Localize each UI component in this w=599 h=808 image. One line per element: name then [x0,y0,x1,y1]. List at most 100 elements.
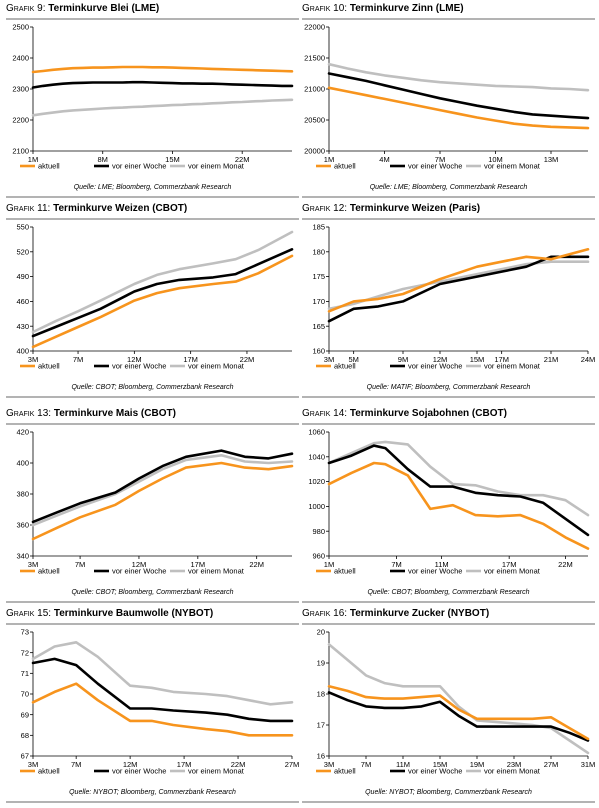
series-line-2 [31,449,294,524]
series-line-1 [31,254,294,349]
chart-panel: Grafik 15: Terminkurve Baumwolle (NYBOT)… [6,608,299,808]
chart-title-text: Terminkurve Blei (LME) [48,3,160,14]
x-tick-label: 12M [127,355,142,364]
series-line-1 [327,247,590,313]
y-tick-label: 73 [21,628,29,637]
y-tick-label: 550 [16,223,29,232]
chart-number: Grafik 13: [6,408,52,419]
legend-label: vor einer Woche [112,362,166,371]
x-tick-label: 12M [433,355,448,364]
x-tick-label: 11M [396,760,410,769]
series-line-1 [327,461,590,550]
y-tick-label: 16 [317,752,325,761]
x-tick-label: 1M [324,155,334,164]
legend-label: vor einem Monat [484,162,541,171]
series-line-2 [31,80,294,89]
y-tick-label: 160 [312,347,325,356]
legend-label: vor einer Woche [408,362,462,371]
legend-label: vor einem Monat [484,567,541,576]
x-tick-label: 12M [123,760,138,769]
title-divider [6,423,299,425]
chart-number: Grafik 9: [6,3,46,14]
x-tick-label: 15M [433,760,448,769]
source-note: Quelle: NYBOT; Bloomberg, Commerzbank Re… [365,789,532,796]
series-line-2 [327,691,590,742]
source-note: Quelle: NYBOT; Bloomberg, Commerzbank Re… [69,789,236,796]
legend-label: vor einem Monat [484,767,541,776]
x-tick-label: 5M [348,355,358,364]
x-tick-label: 7M [361,760,371,769]
chart-panel: Grafik 9: Terminkurve Blei (LME) 2100 2200… [6,3,299,203]
chart-number: Grafik 15: [6,608,52,619]
legend-label: aktuell [38,567,60,576]
y-tick-label: 2200 [12,116,29,125]
x-tick-label: 17M [191,560,206,569]
series-line-1 [327,86,590,130]
series-line-3 [31,453,294,527]
x-tick-label: 3M [28,355,38,364]
source-note: Quelle: CBOT; Bloomberg, Commerzbank Res… [367,589,530,596]
source-note: Quelle: CBOT; Bloomberg, Commerzbank Res… [71,384,234,391]
y-tick-label: 18 [317,690,325,699]
y-tick-label: 21500 [304,54,325,63]
chart-title-text: Terminkurve Weizen (CBOT) [53,203,188,214]
legend-label: aktuell [334,362,356,371]
x-tick-label: 17M [183,355,198,364]
y-tick-label: 2100 [12,147,29,156]
x-tick-label: 21M [544,355,559,364]
y-tick-label: 960 [312,552,325,561]
legend-label: vor einem Monat [188,362,245,371]
source-note: Quelle: LME; Bloomberg, Commerzbank Rese… [369,184,528,191]
series-line-2 [31,657,294,723]
y-tick-label: 520 [16,247,29,256]
legend-label: aktuell [38,362,60,371]
chart-title-text: Terminkurve Baumwolle (NYBOT) [53,608,214,619]
chart-title-text: Terminkurve Zinn (LME) [349,3,464,14]
x-tick-label: 19M [470,760,485,769]
y-tick-label: 490 [16,272,29,281]
y-tick-label: 340 [16,552,29,561]
y-tick-label: 1020 [308,477,325,486]
chart-title: Grafik 11: Terminkurve Weizen (CBOT) [6,203,187,214]
y-tick-label: 380 [16,490,29,499]
series-line-2 [327,255,590,323]
y-tick-label: 67 [21,752,29,761]
panel-divider [302,801,595,803]
x-tick-label: 3M [324,760,334,769]
panel-divider [6,196,299,198]
chart-title: Grafik 15: Terminkurve Baumwolle (NYBOT) [6,608,213,619]
panel-divider [302,601,595,603]
chart-number: Grafik 12: [302,203,348,214]
series-line-3 [327,62,590,92]
title-divider [302,18,595,20]
x-tick-label: 13M [544,155,559,164]
chart-panel: Grafik 14: Terminkurve Sojabohnen (CBOT)… [302,408,595,608]
x-tick-label: 31M [581,760,596,769]
panel-divider [302,396,595,398]
x-tick-label: 3M [28,560,38,569]
x-tick-label: 3M [28,760,38,769]
legend-label: vor einer Woche [408,162,462,171]
x-tick-label: 27M [285,760,300,769]
line-chart: 20000 20500 21000 21500 22000 1M 4M 7M 10M 13M akt… [304,23,590,171]
y-tick-label: 69 [21,710,29,719]
series-line-1 [31,461,294,541]
x-tick-label: 11M [435,560,449,569]
source-note: Quelle: LME; Bloomberg, Commerzbank Rese… [73,184,232,191]
legend-label: aktuell [334,767,356,776]
legend-label: vor einer Woche [408,567,462,576]
chart-panel: Grafik 13: Terminkurve Mais (CBOT) 340 360… [6,408,299,608]
x-tick-label: 7M [71,760,81,769]
x-tick-label: 15M [470,355,485,364]
chart-title: Grafik 14: Terminkurve Sojabohnen (CBOT) [302,408,507,419]
title-divider [302,423,595,425]
x-tick-label: 9M [398,355,408,364]
y-tick-label: 980 [312,527,325,536]
y-tick-label: 170 [312,297,325,306]
chart-title-text: Terminkurve Mais (CBOT) [53,408,176,419]
source-note: Quelle: MATIF; Bloomberg, Commerzbank Re… [366,384,531,391]
chart-title: Grafik 16: Terminkurve Zucker (NYBOT) [302,608,489,619]
y-tick-label: 19 [317,659,325,668]
legend-label: aktuell [334,567,356,576]
